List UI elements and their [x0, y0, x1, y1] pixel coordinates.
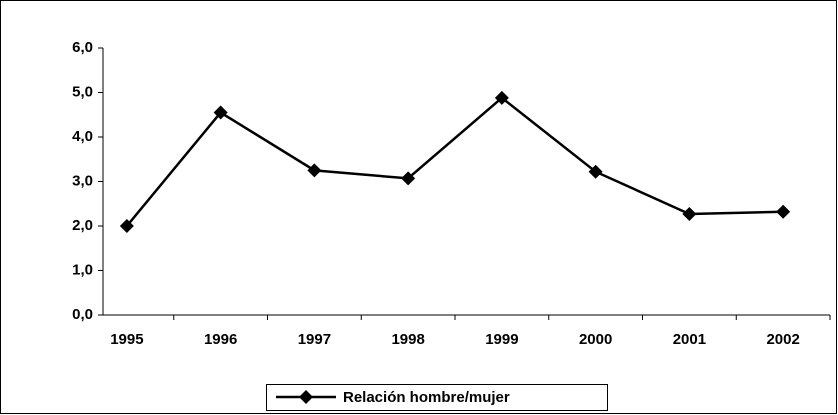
data-point [588, 164, 603, 179]
y-tick-label: 0,0 [72, 306, 93, 323]
y-tick-label: 6,0 [72, 39, 93, 56]
data-point [119, 219, 134, 233]
y-tick-label: 2,0 [72, 217, 93, 234]
x-tick-label: 2001 [673, 331, 706, 348]
data-point [494, 90, 509, 105]
data-point [401, 171, 416, 186]
y-tick-label: 3,0 [72, 172, 93, 189]
x-tick-label: 1999 [485, 331, 518, 348]
x-tick-label: 2002 [766, 331, 799, 348]
data-point [776, 204, 791, 219]
y-tick-label: 5,0 [72, 83, 93, 100]
y-tick-label: 4,0 [72, 128, 93, 145]
legend-label: Relación hombre/mujer [343, 389, 510, 406]
x-tick-label: 1998 [391, 331, 424, 348]
y-tick-label: 1,0 [72, 261, 93, 278]
data-point [682, 206, 697, 221]
legend-marker [299, 390, 313, 404]
data-point [307, 163, 322, 178]
x-tick-label: 1995 [110, 331, 143, 348]
series-line [125, 96, 784, 227]
x-tick-label: 1996 [204, 331, 237, 348]
data-point [213, 105, 228, 120]
x-tick-label: 2000 [579, 331, 612, 348]
x-tick-label: 1997 [298, 331, 331, 348]
